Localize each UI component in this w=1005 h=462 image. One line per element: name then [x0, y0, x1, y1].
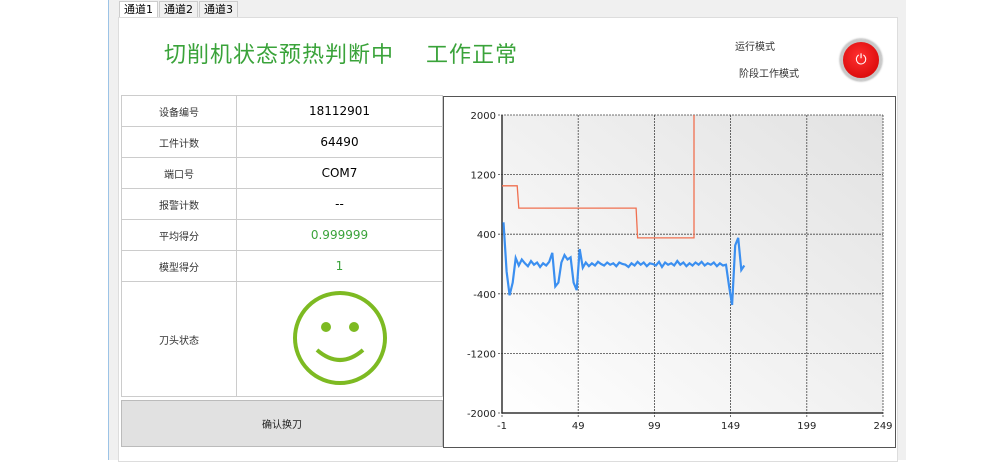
line-chart: -1 49 99 149 199 249 2000 1200 400 -400 -1200 -2000 [467, 111, 893, 432]
value-port: COM7 [236, 157, 443, 189]
tool-status-cell [236, 281, 443, 397]
series-line-2 [502, 222, 746, 306]
table-row: 刀头状态 [121, 281, 443, 397]
tab-channel-2[interactable]: 通道2 [159, 1, 198, 18]
y-tick-label: 400 [477, 230, 496, 241]
info-table: 设备编号 18112901 工件计数 64490 端口号 COM7 报警计数 -- 平均… [121, 95, 443, 397]
power-icon: ⏻ [855, 52, 867, 68]
label-device-id: 设备编号 [121, 95, 237, 127]
x-tick-label: 99 [648, 421, 661, 432]
tab-channel-3[interactable]: 通道3 [199, 1, 238, 18]
chart-panel: -1 49 99 149 199 249 2000 1200 400 -400 -1200 -2000 [443, 96, 896, 448]
x-tick-label: 149 [721, 421, 740, 432]
label-alarm-count: 报警计数 [121, 188, 237, 220]
channel-tabs: 通道1 通道2 通道3 [119, 1, 239, 18]
app-window: 通道1 通道2 通道3 切削机状态预热判断中 工作正常 运行模式 阶段工作模式 … [108, 0, 906, 462]
y-tick-label: -1200 [467, 349, 496, 360]
table-row: 报警计数 -- [121, 188, 443, 220]
value-avg-score: 0.999999 [236, 219, 443, 251]
value-alarm-count: -- [236, 188, 443, 220]
series-line-1 [502, 115, 695, 239]
y-tick-label: -400 [473, 290, 496, 301]
tab-channel-1[interactable]: 通道1 [119, 1, 158, 18]
smiley-face-icon [292, 290, 387, 385]
x-tick-label: -1 [497, 421, 507, 432]
table-row: 设备编号 18112901 [121, 95, 443, 127]
label-tool-status: 刀头状态 [121, 281, 237, 397]
label-avg-score: 平均得分 [121, 219, 237, 251]
y-tick-label: 2000 [471, 111, 496, 122]
label-model-score: 模型得分 [121, 250, 237, 282]
y-tick-label: -2000 [467, 409, 496, 420]
run-mode-value: 阶段工作模式 [739, 69, 799, 80]
x-tick-label: 199 [797, 421, 816, 432]
table-row: 模型得分 1 [121, 250, 443, 282]
table-row: 工件计数 64490 [121, 126, 443, 158]
y-tick-label: 1200 [471, 171, 496, 182]
label-part-count: 工件计数 [121, 126, 237, 158]
value-part-count: 64490 [236, 126, 443, 158]
table-row: 端口号 COM7 [121, 157, 443, 189]
status-title: 切削机状态预热判断中 工作正常 [164, 43, 518, 68]
x-tick-label: 49 [572, 421, 585, 432]
value-model-score: 1 [236, 250, 443, 282]
x-tick-label: 249 [873, 421, 892, 432]
value-device-id: 18112901 [236, 95, 443, 127]
confirm-tool-change-button[interactable]: 确认换刀 [121, 400, 443, 447]
power-button[interactable]: ⏻ [840, 39, 882, 81]
table-row: 平均得分 0.999999 [121, 219, 443, 251]
label-port: 端口号 [121, 157, 237, 189]
run-mode-label: 运行模式 [735, 42, 775, 53]
channel-panel: 切削机状态预热判断中 工作正常 运行模式 阶段工作模式 ⏻ 设备编号 181129… [118, 17, 898, 462]
